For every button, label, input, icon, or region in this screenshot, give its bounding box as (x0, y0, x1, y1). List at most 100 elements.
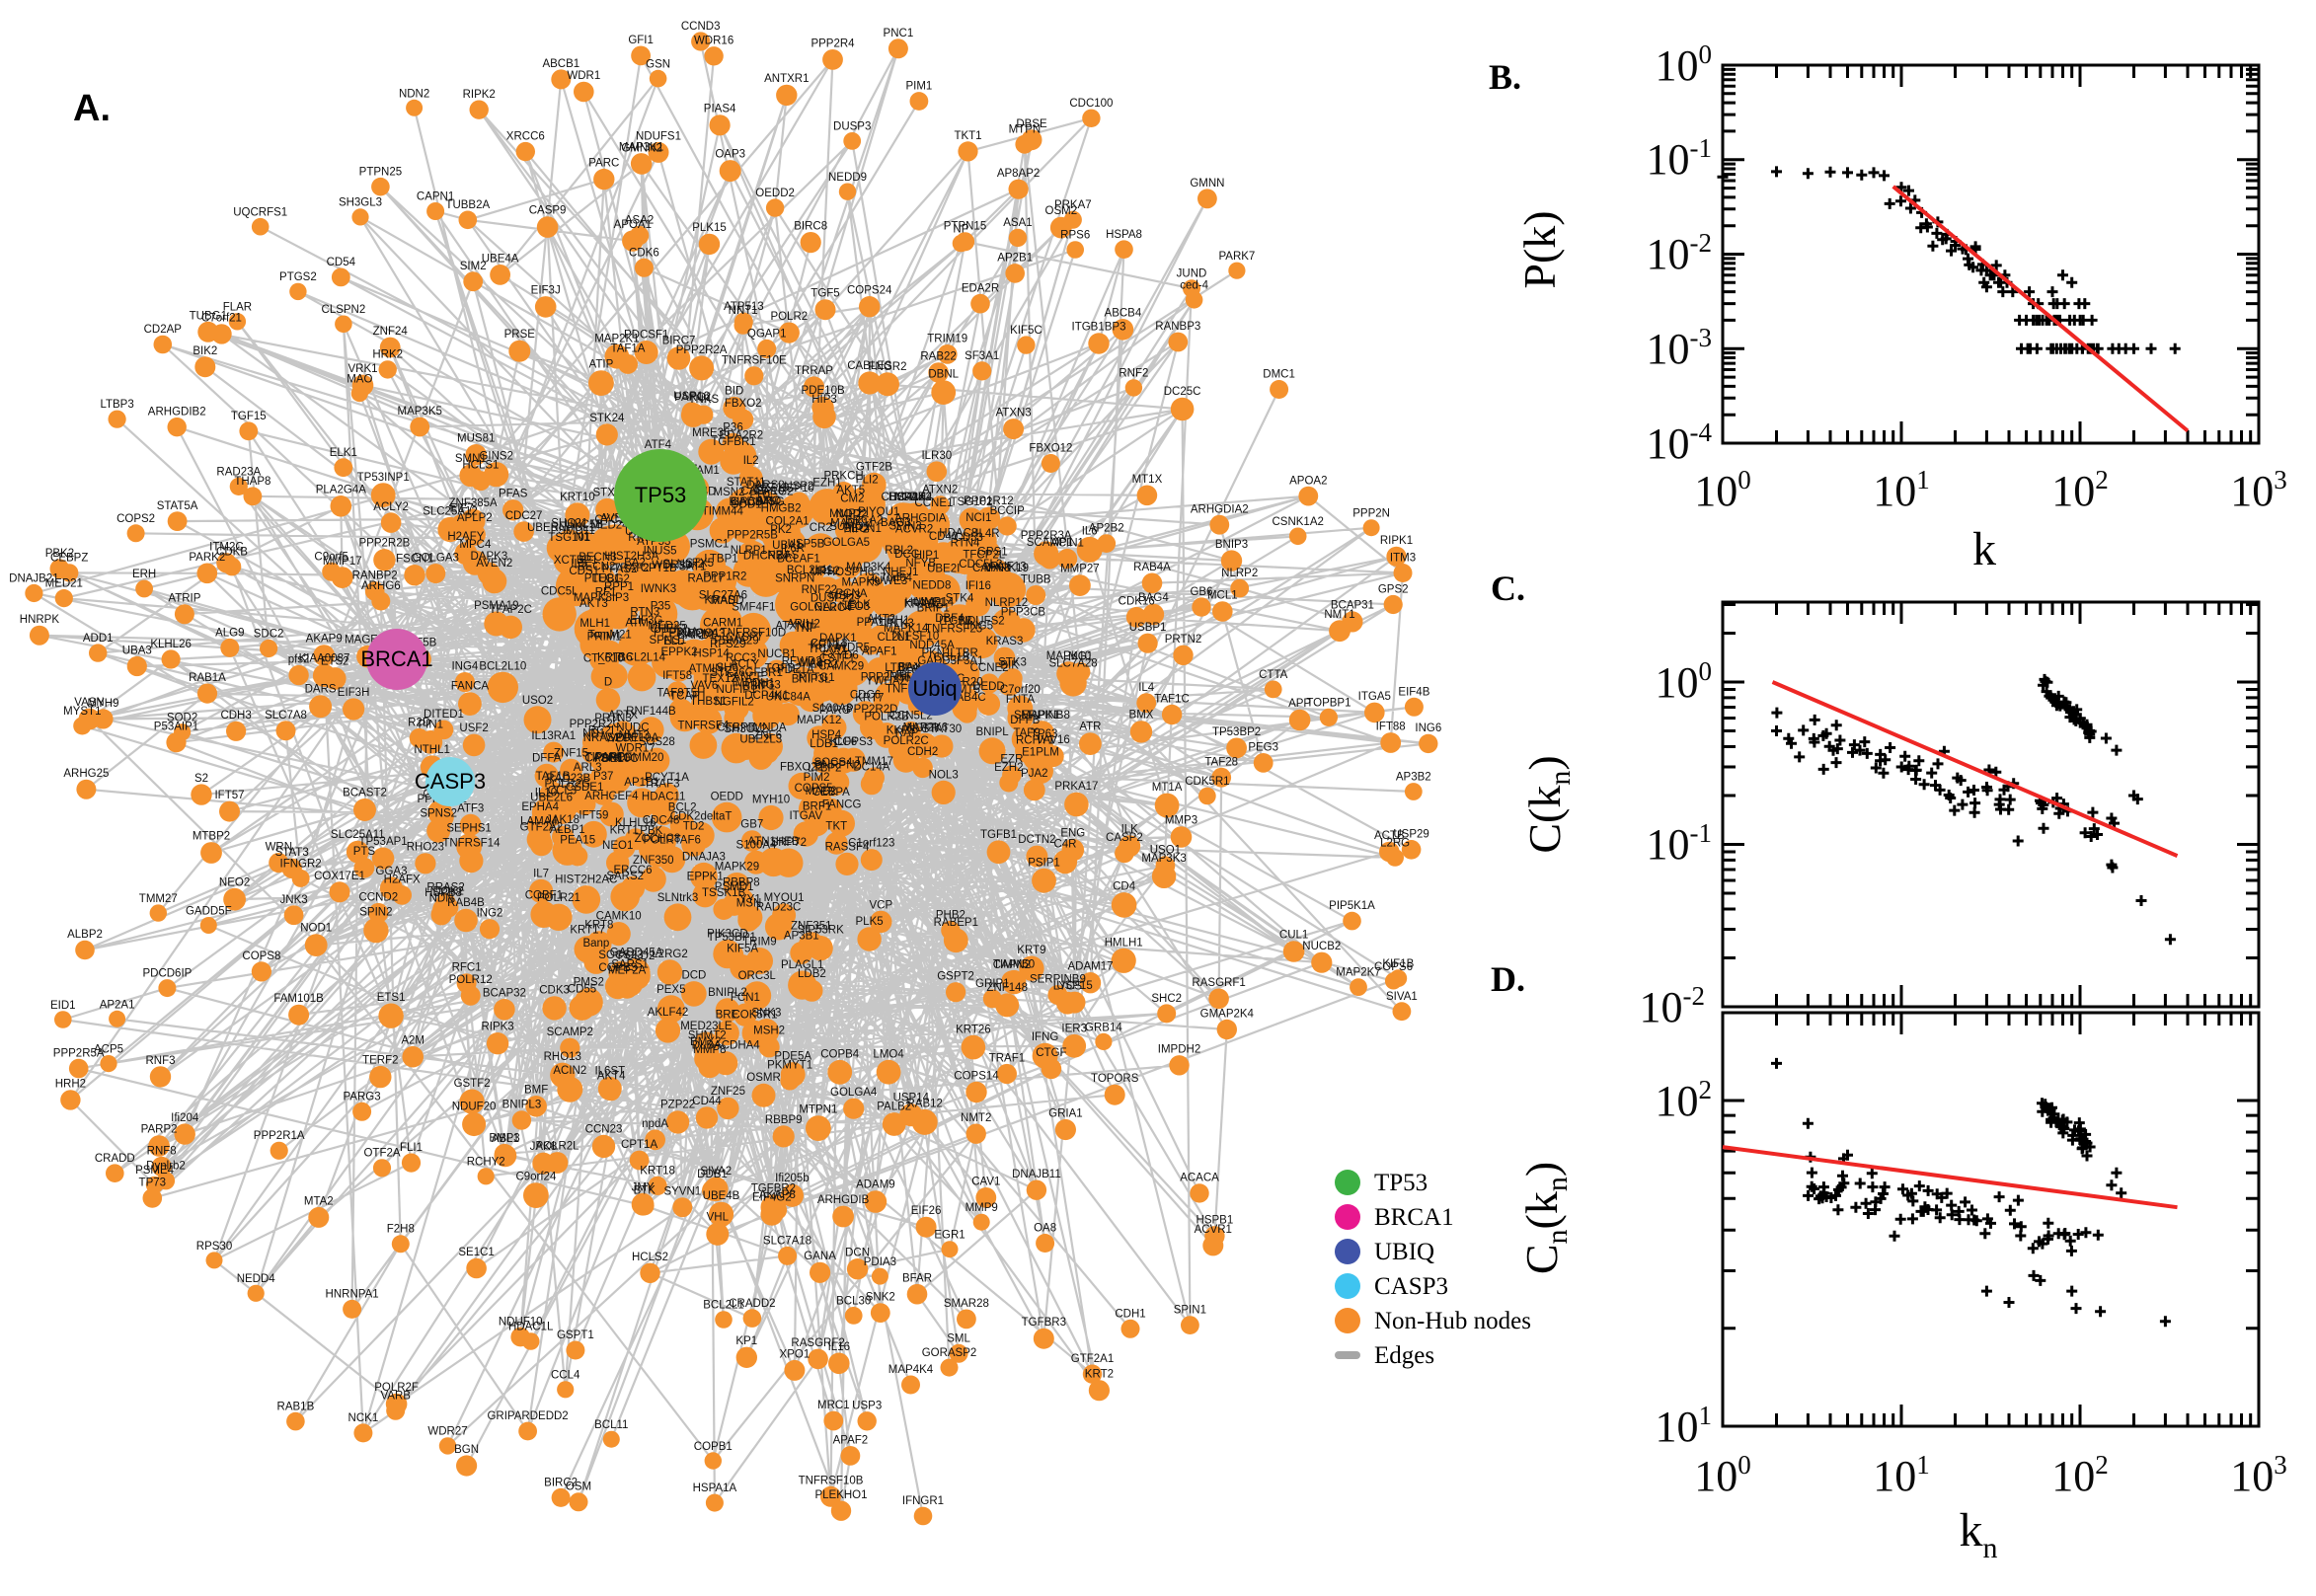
svg-text:RNF3: RNF3 (145, 1055, 175, 1067)
svg-text:SMN1: SMN1 (455, 453, 487, 465)
svg-text:RANBP3: RANBP3 (1155, 321, 1200, 333)
svg-text:Banp: Banp (582, 938, 609, 950)
svg-text:BTK: BTK (634, 1184, 656, 1196)
svg-text:PHB2: PHB2 (936, 910, 965, 922)
svg-text:RBBP8: RBBP8 (723, 876, 760, 888)
svg-text:BIK: BIK (1000, 659, 1019, 671)
svg-text:CDC427: CDC427 (881, 492, 924, 503)
svg-text:TCAP: TCAP (669, 691, 700, 703)
svg-text:NLRP1: NLRP1 (731, 545, 767, 557)
svg-text:LTBP3: LTBP3 (100, 399, 133, 411)
svg-text:GOLGA5: GOLGA5 (823, 537, 870, 549)
svg-text:CDC6: CDC6 (850, 690, 881, 702)
svg-text:ATRIP: ATRIP (168, 593, 200, 605)
svg-text:AKT5: AKT5 (836, 485, 865, 496)
svg-text:VAV6: VAV6 (691, 680, 719, 692)
svg-text:USO2: USO2 (522, 695, 553, 707)
svg-text:SNK3: SNK3 (751, 1008, 781, 1020)
svg-text:SRP72: SRP72 (771, 837, 807, 849)
svg-text:IL2: IL2 (743, 455, 759, 467)
svg-text:L2RG: L2RG (1380, 838, 1410, 850)
svg-text:BNIPL3: BNIPL3 (502, 1100, 542, 1111)
svg-text:IFT59: IFT59 (579, 809, 608, 821)
svg-text:MUS81: MUS81 (457, 433, 495, 445)
svg-text:Ifi205b: Ifi205b (775, 1173, 810, 1184)
svg-text:CM2: CM2 (840, 494, 864, 505)
svg-text:COPB1: COPB1 (694, 1441, 733, 1453)
svg-text:SIM2: SIM2 (460, 261, 487, 272)
svg-text:NLRP12: NLRP12 (985, 597, 1028, 609)
svg-text:GOLGA4: GOLGA4 (830, 1087, 878, 1099)
svg-text:YWHAZ: YWHAZ (866, 676, 907, 688)
svg-text:RAD17: RAD17 (687, 572, 724, 584)
svg-text:JAK8: JAK8 (530, 1141, 558, 1153)
svg-text:GTF2A2: GTF2A2 (520, 822, 563, 834)
svg-text:ARHGDIB2: ARHGDIB2 (148, 407, 206, 418)
svg-text:BCL30: BCL30 (836, 1296, 871, 1308)
svg-text:ARHGDIB: ARHGDIB (817, 1194, 870, 1206)
svg-text:KLHL26: KLHL26 (150, 639, 192, 650)
svg-text:CCNE2: CCNE2 (970, 662, 1009, 674)
svg-text:Edges: Edges (1374, 1342, 1434, 1369)
svg-text:COPS5: COPS5 (795, 783, 833, 795)
svg-text:DFFA: DFFA (532, 752, 562, 764)
svg-text:CDK5R1: CDK5R1 (1185, 776, 1229, 788)
svg-text:PARK7: PARK7 (1218, 251, 1255, 263)
svg-text:CDC100: CDC100 (1069, 98, 1113, 110)
svg-text:DARS2: DARS2 (746, 480, 784, 492)
svg-text:NDUFS1: NDUFS1 (636, 130, 681, 142)
svg-text:CSTF1: CSTF1 (819, 653, 855, 665)
svg-text:ETS1: ETS1 (377, 992, 406, 1004)
svg-text:ELL: ELL (663, 636, 684, 647)
svg-text:TP53INP1: TP53INP1 (357, 472, 410, 484)
svg-text:KRT19: KRT19 (754, 482, 790, 494)
svg-text:HDAC8: HDAC8 (939, 528, 977, 540)
svg-text:SE1C1: SE1C1 (458, 1247, 494, 1258)
svg-text:C.: C. (1491, 569, 1525, 608)
svg-text:RAB4A: RAB4A (1133, 562, 1171, 573)
svg-text:NGFR: NGFR (907, 722, 940, 734)
svg-text:PIM1: PIM1 (905, 81, 932, 93)
svg-text:TP63: TP63 (1031, 728, 1058, 740)
svg-text:SMAR28: SMAR28 (944, 1298, 989, 1310)
svg-text:ARHGDIA: ARHGDIA (894, 513, 947, 525)
svg-text:BRCA2: BRCA2 (845, 514, 883, 526)
svg-text:SPIN1: SPIN1 (1174, 1305, 1206, 1317)
svg-text:USP2: USP2 (784, 481, 813, 493)
svg-text:KRT2: KRT2 (1085, 1369, 1114, 1381)
svg-text:GINS2: GINS2 (479, 451, 513, 463)
svg-text:ITGAV: ITGAV (789, 810, 822, 822)
svg-text:KRT8: KRT8 (584, 920, 613, 932)
svg-text:APAF1: APAF1 (862, 646, 897, 658)
svg-text:CD40: CD40 (929, 531, 958, 543)
svg-text:KRT16: KRT16 (597, 651, 633, 663)
svg-text:TRIM9: TRIM9 (742, 937, 777, 949)
svg-text:ARHGEF4: ARHGEF4 (584, 791, 639, 802)
svg-text:PPP2R2B: PPP2R2B (359, 538, 411, 550)
svg-text:STAT5A: STAT5A (157, 500, 198, 512)
svg-text:RNF22: RNF22 (802, 584, 837, 596)
svg-text:COX17E1: COX17E1 (314, 871, 365, 882)
svg-text:XRCC6: XRCC6 (506, 131, 545, 143)
svg-text:WDR33: WDR33 (652, 560, 691, 571)
svg-text:Dynlrb2: Dynlrb2 (146, 1161, 186, 1173)
svg-text:ZNF148: ZNF148 (986, 982, 1028, 994)
svg-text:STAT3: STAT3 (275, 847, 309, 859)
svg-text:RAB22: RAB22 (920, 351, 956, 363)
svg-text:MPC4: MPC4 (459, 539, 492, 551)
svg-text:MYH9: MYH9 (88, 698, 119, 710)
svg-text:PIP5K1A: PIP5K1A (1329, 900, 1375, 912)
svg-text:UNC5B: UNC5B (565, 519, 603, 531)
svg-text:BIRC8: BIRC8 (794, 221, 827, 233)
svg-text:DAPK3: DAPK3 (471, 551, 508, 563)
svg-text:APAF2: APAF2 (833, 1435, 869, 1447)
svg-text:RAD23B: RAD23B (546, 773, 590, 785)
svg-text:SERPINB9: SERPINB9 (1030, 973, 1086, 985)
svg-text:NOD1: NOD1 (300, 923, 332, 935)
svg-text:P37: P37 (593, 771, 613, 783)
svg-text:MAPK14: MAPK14 (884, 623, 929, 635)
svg-text:CDH2: CDH2 (907, 746, 938, 758)
svg-text:GRIP1: GRIP1 (975, 978, 1010, 990)
svg-text:MYOU1: MYOU1 (764, 892, 805, 904)
svg-text:CRADD2: CRADD2 (729, 1298, 775, 1310)
